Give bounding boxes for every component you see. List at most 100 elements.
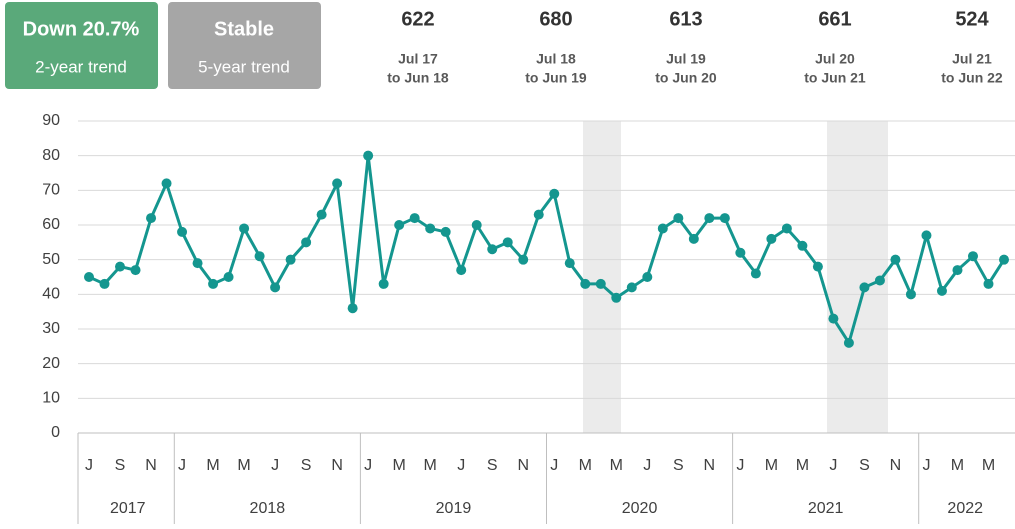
x-tick-label: S — [859, 457, 870, 474]
x-tick-label: S — [487, 457, 498, 474]
period-total: 680 — [539, 8, 572, 30]
x-tick-label: J — [643, 457, 651, 474]
period-from: Jul 20 — [815, 51, 855, 67]
period-to: to Jun 20 — [655, 70, 717, 86]
data-point — [146, 213, 157, 224]
x-tick-label: M — [393, 457, 406, 474]
data-point — [936, 285, 947, 296]
x-tick-label: M — [424, 457, 437, 474]
data-point — [704, 213, 715, 224]
y-tick-label: 80 — [42, 147, 60, 164]
data-point — [409, 213, 420, 224]
data-point — [378, 278, 389, 289]
data-point — [301, 237, 312, 248]
data-point — [208, 278, 219, 289]
trend-badge — [168, 2, 321, 89]
year-label: 2019 — [436, 500, 472, 517]
data-point — [223, 272, 234, 282]
data-point — [921, 230, 932, 241]
data-point — [688, 233, 699, 244]
data-point — [471, 220, 482, 230]
period-total: 524 — [955, 8, 989, 30]
y-tick-label: 40 — [42, 286, 60, 303]
y-tick-label: 60 — [42, 216, 60, 233]
data-point — [626, 282, 637, 293]
data-point — [983, 278, 994, 289]
badge-subtitle: 2-year trend — [35, 57, 127, 76]
data-point — [425, 223, 436, 234]
y-tick-label: 10 — [42, 390, 60, 407]
data-point — [719, 213, 730, 224]
year-label: 2018 — [250, 500, 286, 517]
period-to: to Jun 21 — [804, 70, 866, 86]
data-point — [797, 240, 808, 251]
x-tick-label: N — [890, 457, 902, 474]
x-tick-label: J — [922, 457, 930, 474]
data-point — [999, 254, 1009, 265]
data-point — [518, 254, 529, 265]
data-point — [254, 251, 265, 262]
data-point — [177, 226, 188, 237]
data-point — [316, 209, 327, 220]
y-tick-label: 90 — [42, 112, 60, 129]
badge-title: Down 20.7% — [23, 18, 140, 40]
data-point — [487, 244, 498, 255]
x-tick-label: S — [301, 457, 312, 474]
data-point — [270, 282, 281, 293]
year-label: 2020 — [622, 500, 658, 517]
x-tick-label: N — [704, 457, 716, 474]
year-label: 2017 — [110, 500, 146, 517]
data-point — [440, 226, 451, 237]
period-to: to Jun 19 — [525, 70, 587, 86]
data-point — [905, 289, 916, 300]
badge-subtitle: 5-year trend — [198, 57, 290, 76]
period-to: to Jun 18 — [387, 70, 449, 86]
data-point — [502, 237, 513, 248]
data-point — [843, 337, 854, 348]
data-point — [812, 261, 823, 272]
data-point — [874, 275, 885, 286]
data-point — [766, 233, 777, 244]
x-tick-label: M — [206, 457, 219, 474]
year-label: 2021 — [808, 500, 844, 517]
data-point — [735, 247, 746, 258]
data-point — [394, 220, 405, 230]
series-line — [88, 154, 1006, 345]
data-point — [239, 223, 250, 234]
data-point — [750, 268, 761, 279]
data-point — [673, 213, 684, 224]
badge-title: Stable — [214, 18, 274, 40]
x-tick-label: J — [178, 457, 186, 474]
period-from: Jul 19 — [666, 51, 706, 67]
data-point — [363, 150, 374, 161]
data-point — [99, 278, 110, 289]
data-point — [781, 223, 792, 234]
data-point — [161, 178, 172, 189]
x-tick-label: J — [829, 457, 837, 474]
y-tick-label: 70 — [42, 182, 60, 199]
data-point — [192, 258, 203, 269]
data-point — [130, 265, 141, 276]
data-point — [549, 188, 560, 199]
x-tick-label: M — [796, 457, 809, 474]
y-tick-label: 50 — [42, 251, 60, 268]
data-point — [580, 278, 591, 289]
x-tick-label: N — [331, 457, 343, 474]
data-point — [285, 254, 296, 265]
x-tick-label: S — [673, 457, 684, 474]
data-point — [115, 261, 126, 272]
period-total: 661 — [818, 8, 851, 30]
x-tick-label: M — [610, 457, 623, 474]
x-tick-label: J — [364, 457, 372, 474]
period-to: to Jun 22 — [941, 70, 1003, 86]
x-tick-label: J — [85, 457, 93, 474]
x-tick-label: J — [271, 457, 279, 474]
data-point — [890, 254, 901, 265]
trend-badge — [5, 2, 158, 89]
x-tick-label: J — [457, 457, 465, 474]
y-tick-label: 30 — [42, 320, 60, 337]
data-point — [952, 265, 963, 276]
period-from: Jul 21 — [952, 51, 992, 67]
period-from: Jul 18 — [536, 51, 576, 67]
x-tick-label: M — [982, 457, 995, 474]
